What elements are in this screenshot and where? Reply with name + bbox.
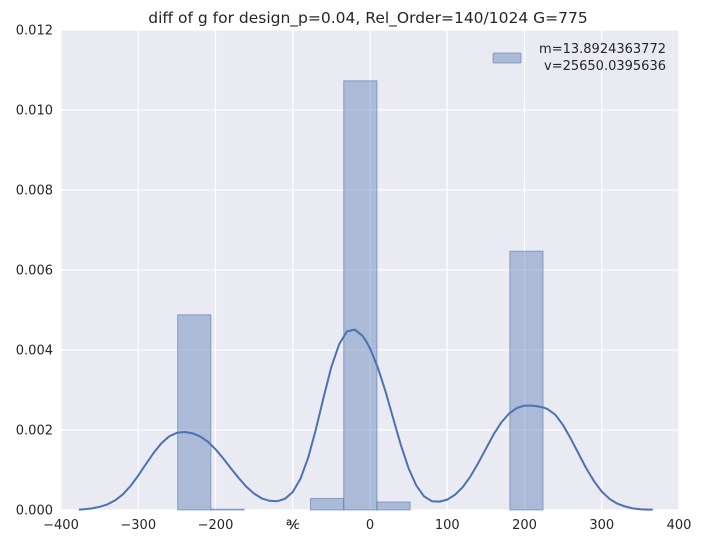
x-tick-label: 300 — [589, 518, 614, 533]
x-tick-label: 100 — [435, 518, 460, 533]
y-tick-label: 0.012 — [16, 24, 53, 39]
kde-curve — [78, 328, 653, 511]
x-axis-ticks: −400 −300 −200 ℀ 0 100 200 300 400 — [43, 518, 691, 533]
chart-title: diff of g for design_p=0.04, Rel_Order=1… — [148, 9, 587, 28]
histogram-bar-0 — [177, 314, 212, 511]
x-tick-label: 0 — [366, 518, 374, 533]
histogram-bar-4 — [310, 497, 345, 511]
y-tick-label: 0.008 — [16, 184, 53, 199]
histogram-bars — [177, 80, 544, 511]
x-tick-label: 200 — [512, 518, 537, 533]
y-tick-label: 0.002 — [16, 424, 53, 439]
histogram-bar-1 — [210, 508, 245, 511]
histogram-bar-10 — [509, 250, 544, 511]
x-tick-label: −300 — [120, 518, 156, 533]
y-axis-ticks: 0.000 0.002 0.004 0.006 0.008 0.010 0.012 — [16, 24, 53, 519]
legend-label-mean: m=13.8924363772 — [539, 42, 666, 57]
y-tick-label: 0.006 — [16, 264, 53, 279]
histogram-bar-6 — [376, 501, 411, 511]
y-tick-label: 0.004 — [16, 344, 53, 359]
histogram-bar-5 — [343, 80, 378, 511]
legend-label-variance: v=25650.0395636 — [544, 59, 666, 74]
x-tick-label: 400 — [667, 518, 692, 533]
legend: m=13.8924363772 v=25650.0395636 — [492, 42, 666, 74]
y-tick-label: 0.000 — [16, 504, 53, 519]
x-tick-label: ℀ — [286, 518, 299, 533]
legend-swatch — [492, 52, 522, 64]
kde-curve-layer — [78, 328, 653, 511]
y-tick-label: 0.010 — [16, 104, 53, 119]
x-tick-label: −400 — [43, 518, 79, 533]
x-tick-label: −200 — [198, 518, 234, 533]
